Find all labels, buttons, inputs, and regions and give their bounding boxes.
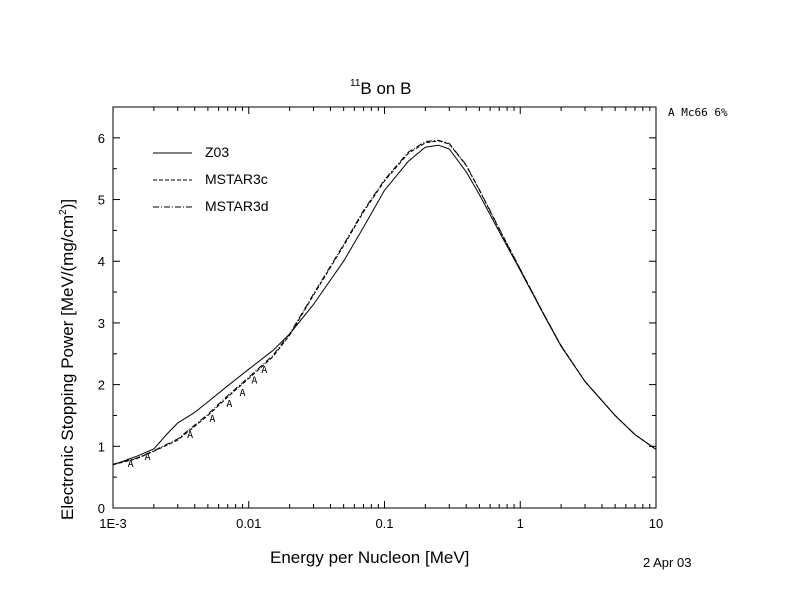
- y-tick-label: 6: [98, 131, 105, 146]
- y-tick-label: 2: [98, 378, 105, 393]
- y-axis-label-main: Electronic Stopping Power [MeV/(mg/cm: [58, 214, 77, 520]
- plot-frame: [112, 106, 657, 509]
- series-lines: [112, 139, 657, 466]
- y-axis-label: Electronic Stopping Power [MeV/(mg/cm2)]: [58, 199, 78, 520]
- y-tick-label: 5: [98, 193, 105, 208]
- data-marker-a: A: [209, 414, 215, 425]
- legend-label-z03: Z03: [205, 144, 230, 160]
- series-line-z03: [112, 144, 657, 466]
- data-marker-a: A: [240, 388, 246, 399]
- chart-title: 11B on B: [350, 78, 411, 99]
- data-marker-a: A: [145, 452, 151, 463]
- corner-note: A Mc66 6%: [668, 106, 728, 119]
- title-superscript: 11: [350, 78, 361, 89]
- x-tick-label: 1E-3: [99, 516, 126, 531]
- data-marker-a: A: [187, 430, 193, 441]
- title-text: B on B: [360, 79, 412, 98]
- data-marker-a: A: [128, 459, 134, 470]
- y-tick-label: 4: [98, 254, 105, 269]
- legend-label-mstar3d: MSTAR3d: [205, 198, 269, 214]
- x-tick-label: 0.01: [236, 516, 261, 531]
- data-marker-a: A: [251, 376, 257, 387]
- data-marker-a: A: [226, 399, 232, 410]
- series-line-mstar3d: [112, 139, 657, 465]
- x-tick-label: 1: [517, 516, 524, 531]
- y-tick-label: 0: [98, 501, 105, 516]
- x-axis-label: Energy per Nucleon [MeV]: [270, 548, 470, 567]
- date-stamp: 2 Apr 03: [643, 555, 692, 570]
- legend-lines: [153, 152, 192, 208]
- x-tick-label: 0.1: [375, 516, 393, 531]
- legend-label-mstar3c: MSTAR3c: [205, 171, 268, 187]
- series-line-mstar3c: [112, 140, 657, 466]
- y-axis-label-sup: 2: [58, 209, 69, 215]
- axis-tick-labels: 1E-3 0.01 0.1 1 10 0 1 2 3 4 5 6: [98, 131, 663, 531]
- y-tick-label: 3: [98, 316, 105, 331]
- axis-ticks: [112, 107, 657, 509]
- x-tick-label: 10: [649, 516, 663, 531]
- y-tick-label: 1: [98, 439, 105, 454]
- y-axis-label-end: )]: [58, 198, 77, 210]
- data-marker-a: A: [261, 365, 267, 376]
